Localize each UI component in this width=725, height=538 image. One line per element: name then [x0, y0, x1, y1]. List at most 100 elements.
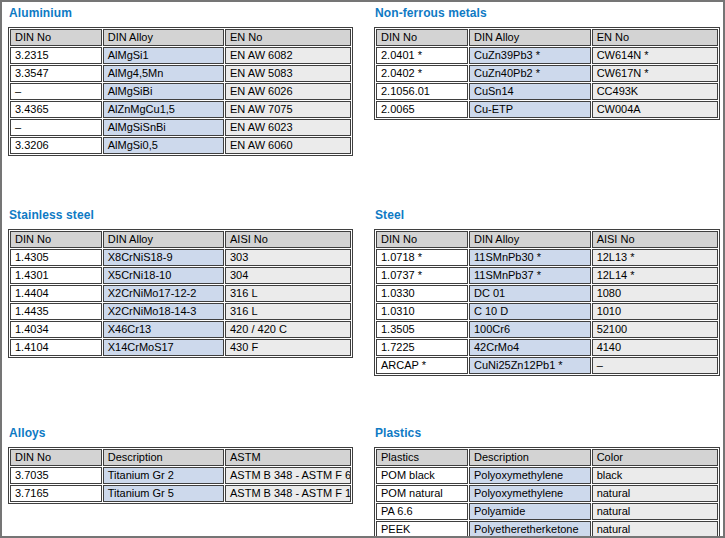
- table-cell: 316 L: [225, 285, 351, 302]
- table-row: 1.0718 *11SMnPb30 *12L13 *: [376, 249, 718, 266]
- table-row: 1.0737 *11SMnPb37 *12L14 *: [376, 267, 718, 284]
- header-row: DIN NoDescriptionASTM: [10, 449, 351, 466]
- table-cell: AlZnMgCu1,5: [103, 101, 224, 118]
- table-cell: 3.3206: [10, 137, 102, 154]
- table-cell: 1.0310: [376, 303, 468, 320]
- section-title-alloys: Alloys: [9, 426, 353, 440]
- table-cell: X14CrMoS17: [103, 339, 224, 356]
- column-header: AISI No: [225, 231, 351, 248]
- column-header: DIN No: [10, 231, 102, 248]
- plastics-table: PlasticsDescriptionColorPOM blackPolyoxy…: [374, 447, 720, 538]
- table-row: 3.3547AlMg4,5MnEN AW 5083: [10, 65, 351, 82]
- table-cell: 1.7225: [376, 339, 468, 356]
- table-row: POM naturalPolyoxymethylenenatural: [376, 485, 718, 502]
- header-row: DIN NoDIN AlloyEN No: [10, 29, 351, 46]
- table-cell: X46Cr13: [103, 321, 224, 338]
- table-cell: POM natural: [376, 485, 468, 502]
- non-ferrous-metals-table: DIN NoDIN AlloyEN No2.0401 *CuZn39Pb3 *C…: [374, 27, 720, 120]
- table-cell: CW614N *: [592, 47, 718, 64]
- table-cell: 1.0737 *: [376, 267, 468, 284]
- alloys-table: DIN NoDescriptionASTM3.7035Titanium Gr 2…: [8, 447, 353, 504]
- section-alloys: Alloys DIN NoDescriptionASTM3.7035Titani…: [8, 426, 353, 504]
- table-cell: 2.1056.01: [376, 83, 468, 100]
- table-cell: 1.0718 *: [376, 249, 468, 266]
- table-row: 1.4435X2CrNiMo18-14-3316 L: [10, 303, 351, 320]
- column-header: DIN No: [10, 29, 102, 46]
- column-header: ASTM: [225, 449, 351, 466]
- table-cell: EN AW 6026: [225, 83, 351, 100]
- table-row: 1.0330DC 011080: [376, 285, 718, 302]
- table-cell: 3.4365: [10, 101, 102, 118]
- table-row: 2.0402 *CuZn40Pb2 *CW617N *: [376, 65, 718, 82]
- table-cell: 52100: [592, 321, 718, 338]
- table-cell: 2.0401 *: [376, 47, 468, 64]
- table-cell: EN AW 5083: [225, 65, 351, 82]
- table-cell: AlMgSiSnBi: [103, 119, 224, 136]
- column-header: Description: [103, 449, 224, 466]
- table-row: POM blackPolyoxymethyleneblack: [376, 467, 718, 484]
- table-row: 2.0065Cu-ETPCW004A: [376, 101, 718, 118]
- table-cell: 11SMnPb37 *: [469, 267, 591, 284]
- table-cell: EN AW 6082: [225, 47, 351, 64]
- table-cell: 2.0065: [376, 101, 468, 118]
- table-cell: CW617N *: [592, 65, 718, 82]
- table-cell: EN AW 6023: [225, 119, 351, 136]
- table-cell: 3.7035: [10, 467, 102, 484]
- section-non-ferrous-metals: Non-ferrous metals DIN NoDIN AlloyEN No2…: [374, 6, 720, 120]
- table-row: PA 6.6Polyamidenatural: [376, 503, 718, 520]
- table-row: 2.0401 *CuZn39Pb3 *CW614N *: [376, 47, 718, 64]
- table-row: 1.4104X14CrMoS17430 F: [10, 339, 351, 356]
- table-cell: 100Cr6: [469, 321, 591, 338]
- table-cell: black: [592, 467, 718, 484]
- column-header: DIN Alloy: [469, 231, 591, 248]
- section-steel: Steel DIN NoDIN AlloyAISI No1.0718 *11SM…: [374, 208, 720, 376]
- column-header: DIN No: [10, 449, 102, 466]
- column-header: DIN Alloy: [103, 231, 224, 248]
- table-cell: 1.4305: [10, 249, 102, 266]
- table-cell: Titanium Gr 5: [103, 485, 224, 502]
- table-row: 3.4365AlZnMgCu1,5EN AW 7075: [10, 101, 351, 118]
- table-cell: CuZn39Pb3 *: [469, 47, 591, 64]
- table-cell: 316 L: [225, 303, 351, 320]
- table-cell: CW004A: [592, 101, 718, 118]
- table-cell: Polyoxymethylene: [469, 485, 591, 502]
- table-cell: Polyetheretherketone: [469, 521, 591, 538]
- table-cell: 430 F: [225, 339, 351, 356]
- table-cell: 12L13 *: [592, 249, 718, 266]
- table-row: 1.4034X46Cr13420 / 420 C: [10, 321, 351, 338]
- table-cell: 3.2315: [10, 47, 102, 64]
- table-cell: 420 / 420 C: [225, 321, 351, 338]
- column-header: DIN No: [376, 231, 468, 248]
- table-cell: natural: [592, 485, 718, 502]
- table-cell: 3.7165: [10, 485, 102, 502]
- header-row: DIN NoDIN AlloyAISI No: [10, 231, 351, 248]
- table-cell: 304: [225, 267, 351, 284]
- table-cell: AlMg4,5Mn: [103, 65, 224, 82]
- table-cell: 1.4301: [10, 267, 102, 284]
- table-row: 2.1056.01CuSn14CC493K: [376, 83, 718, 100]
- aluminium-table: DIN NoDIN AlloyEN No3.2315AlMgSi1EN AW 6…: [8, 27, 353, 156]
- table-cell: X8CrNiS18-9: [103, 249, 224, 266]
- section-plastics: Plastics PlasticsDescriptionColorPOM bla…: [374, 426, 720, 538]
- table-cell: Titanium Gr 2: [103, 467, 224, 484]
- table-row: 1.0310C 10 D1010: [376, 303, 718, 320]
- table-cell: ASTM B 348 - ASTM F 67: [225, 467, 351, 484]
- table-cell: PA 6.6: [376, 503, 468, 520]
- table-cell: 1080: [592, 285, 718, 302]
- column-header: Color: [592, 449, 718, 466]
- section-title-aluminium: Aluminium: [9, 6, 353, 20]
- table-cell: 11SMnPb30 *: [469, 249, 591, 266]
- table-cell: 1.4034: [10, 321, 102, 338]
- table-cell: AlMgSiBi: [103, 83, 224, 100]
- table-cell: CuZn40Pb2 *: [469, 65, 591, 82]
- table-row: ARCAP *CuNi25Zn12Pb1 *–: [376, 357, 718, 374]
- table-cell: X5CrNi18-10: [103, 267, 224, 284]
- table-row: –AlMgSiSnBiEN AW 6023: [10, 119, 351, 136]
- table-row: 1.4305X8CrNiS18-9303: [10, 249, 351, 266]
- table-cell: EN AW 6060: [225, 137, 351, 154]
- table-cell: X2CrNiMo17-12-2: [103, 285, 224, 302]
- table-cell: DC 01: [469, 285, 591, 302]
- table-cell: X2CrNiMo18-14-3: [103, 303, 224, 320]
- header-row: DIN NoDIN AlloyAISI No: [376, 231, 718, 248]
- table-cell: –: [592, 357, 718, 374]
